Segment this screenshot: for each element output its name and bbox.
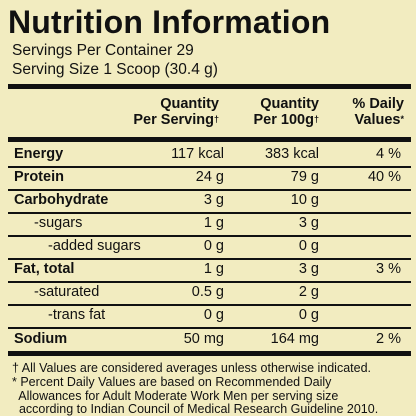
per-serving-value: 1 g — [203, 261, 224, 277]
per-serving-value: 0 g — [203, 238, 224, 254]
daily-value: 40 % — [367, 169, 401, 185]
table-row: -trans fat 0 g 0 g — [8, 304, 411, 327]
nutrient-name: -trans fat — [48, 307, 106, 323]
header-daily-line1: % Daily — [352, 96, 404, 112]
dagger-mark: † — [313, 114, 319, 124]
per-100g-value: 3 g — [298, 261, 319, 277]
table-row: Fat, total 1 g 3 g 3 % — [8, 258, 411, 281]
header-per-100g: Quantity Per 100g† — [254, 96, 319, 128]
nutrient-name: Energy — [14, 146, 64, 162]
per-serving-value: 24 g — [195, 169, 224, 185]
header-per-serving-line1: Quantity — [160, 96, 219, 112]
nutrient-name: Sodium — [14, 331, 68, 347]
per-100g-value: 79 g — [290, 169, 319, 185]
per-100g-value: 2 g — [298, 284, 319, 300]
header-per-100g-line1: Quantity — [260, 96, 319, 112]
servings-per-container: Servings Per Container 29 — [12, 42, 194, 59]
daily-value: 2 % — [376, 331, 401, 347]
panel-title: Nutrition Information — [8, 4, 331, 40]
per-100g-value: 164 mg — [270, 331, 319, 347]
per-100g-value: 0 g — [298, 238, 319, 254]
table-row: -saturated 0.5 g 2 g — [8, 281, 411, 304]
row-divider — [8, 258, 411, 260]
per-serving-value: 50 mg — [183, 331, 224, 347]
row-divider — [8, 235, 411, 237]
divider-top — [8, 84, 411, 89]
nutrient-name: -saturated — [34, 284, 100, 300]
per-serving-value: 1 g — [203, 215, 224, 231]
per-100g-value: 383 kcal — [264, 146, 319, 162]
per-100g-value: 10 g — [290, 192, 319, 208]
nutrient-name: Fat, total — [14, 261, 75, 277]
per-serving-value: 0 g — [203, 307, 224, 323]
per-serving-value: 0.5 g — [191, 284, 224, 300]
dagger-mark: † — [213, 114, 219, 124]
nutrient-name: -sugars — [34, 215, 83, 231]
table-row: Energy 117 kcal 383 kcal 4 % — [8, 143, 411, 166]
table-row: Carbohydrate 3 g 10 g — [8, 189, 411, 212]
nutrient-name: Carbohydrate — [14, 192, 109, 208]
per-serving-value: 117 kcal — [171, 146, 224, 162]
nutrient-name: -added sugars — [48, 238, 141, 254]
footnote-dagger: † All Values are considered averages unl… — [12, 361, 372, 375]
divider-bottom — [8, 351, 411, 356]
daily-value: 4 % — [376, 146, 401, 162]
footnote-asterisk-line2: Allowances for Adult Moderate Work Men p… — [12, 389, 339, 403]
nutrient-name: Protein — [14, 169, 64, 185]
per-100g-value: 0 g — [298, 307, 319, 323]
footnote-asterisk-line1: * Percent Daily Values are based on Reco… — [12, 375, 332, 389]
header-per-serving-line2: Per Serving — [133, 112, 214, 128]
footnote-asterisk-line3: according to Indian Council of Medical R… — [12, 402, 379, 416]
header-daily-line2: Values — [354, 112, 401, 128]
row-divider — [8, 189, 411, 191]
row-divider — [8, 281, 411, 283]
per-100g-value: 3 g — [298, 215, 319, 231]
header-per-serving: Quantity Per Serving† — [133, 96, 219, 128]
row-divider — [8, 212, 411, 214]
daily-value: 3 % — [376, 261, 401, 277]
row-divider — [8, 166, 411, 168]
asterisk-mark: * — [400, 114, 404, 124]
table-row: Sodium 50 mg 164 mg 2 % — [8, 328, 411, 351]
row-divider — [8, 304, 411, 306]
header-daily-values: % Daily Values* — [352, 96, 404, 128]
serving-size: Serving Size 1 Scoop (30.4 g) — [12, 61, 218, 78]
table-row: -added sugars 0 g 0 g — [8, 235, 411, 258]
header-per-100g-line2: Per 100g — [253, 112, 314, 128]
row-divider — [8, 327, 411, 329]
table-row: -sugars 1 g 3 g — [8, 212, 411, 235]
table-row: Protein 24 g 79 g 40 % — [8, 166, 411, 189]
per-serving-value: 3 g — [203, 192, 224, 208]
divider-header — [8, 137, 411, 142]
